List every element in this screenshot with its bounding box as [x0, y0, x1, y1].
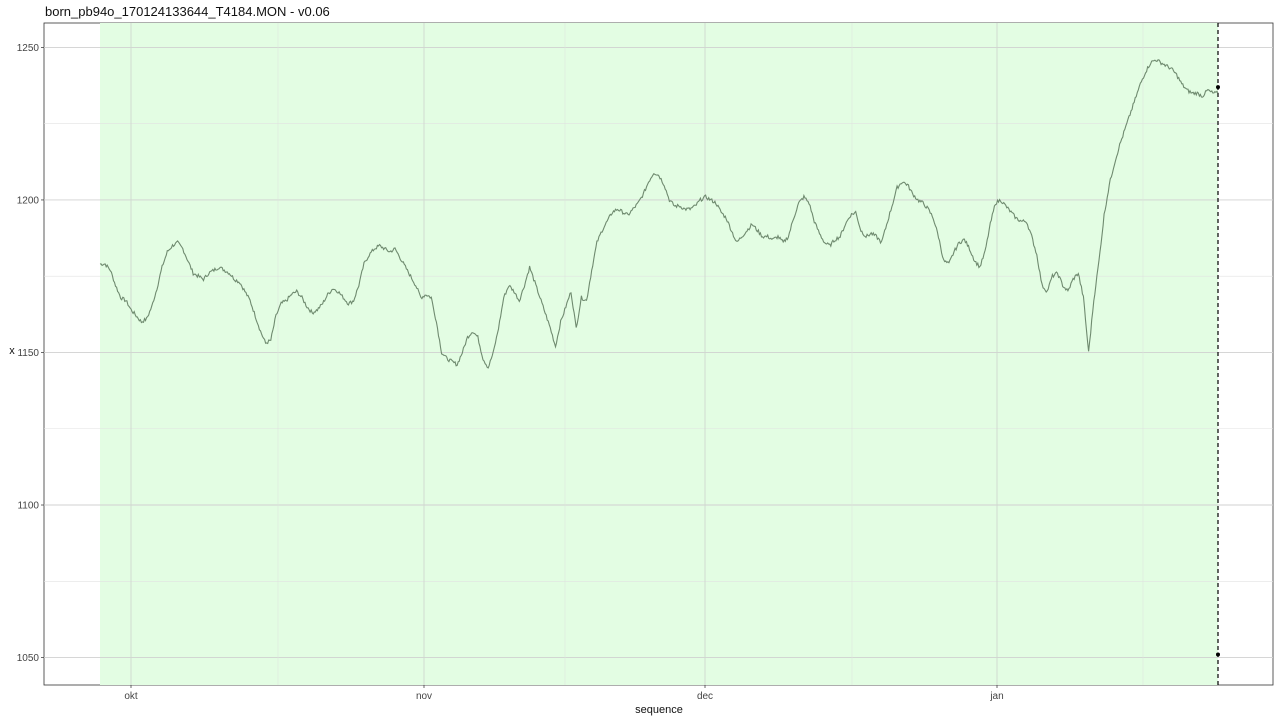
x-axis-title: sequence	[635, 704, 683, 716]
x-tick-label: dec	[697, 691, 713, 702]
x-tick-label: okt	[124, 691, 138, 702]
y-tick-label: 1050	[17, 653, 40, 664]
chart-title: born_pb94o_170124133644_T4184.MON - v0.0…	[45, 4, 330, 19]
y-tick-label: 1150	[17, 348, 39, 359]
data-series-line	[99, 59, 1219, 369]
highlight-band	[100, 23, 1218, 685]
y-tick-label: 1100	[17, 501, 39, 512]
x-tick-label: jan	[989, 691, 1003, 702]
x-axis: okt nov dec jan	[124, 685, 1004, 702]
y-axis: 1050 1100 1150 1200 1250	[17, 43, 44, 664]
y-tick-label: 1250	[17, 43, 40, 54]
marker-point-top	[1216, 85, 1220, 90]
grid-lines	[44, 23, 1273, 685]
y-tick-label: 1200	[17, 195, 40, 206]
marker-point-bottom	[1216, 652, 1220, 657]
y-axis-title: x	[9, 345, 15, 357]
x-tick-label: nov	[416, 691, 432, 702]
